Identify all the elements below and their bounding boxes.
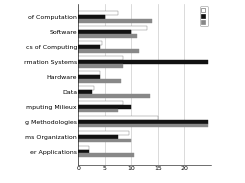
Bar [78,135,118,139]
Bar [78,60,208,64]
Bar [78,105,131,109]
Bar [78,131,129,135]
Bar [78,45,99,49]
Bar [78,94,150,98]
Bar [78,139,131,142]
Bar [78,26,147,30]
Bar [78,34,137,38]
Bar [78,109,118,113]
Bar [78,116,158,120]
Bar [78,146,89,150]
Bar [78,79,121,83]
Bar [78,150,89,154]
Bar [78,71,99,75]
Bar [78,75,99,79]
Bar [78,124,208,127]
Bar [78,56,123,60]
Bar [78,64,123,68]
Bar [78,15,105,19]
Bar [78,19,152,23]
Bar [78,30,131,34]
Bar [78,154,134,157]
Bar [78,120,208,124]
Bar [78,101,123,105]
Bar [78,49,139,53]
Bar [78,86,94,90]
Bar [78,11,118,15]
Bar [78,41,102,45]
Legend: , , : , , [200,6,208,26]
Bar [78,90,92,94]
